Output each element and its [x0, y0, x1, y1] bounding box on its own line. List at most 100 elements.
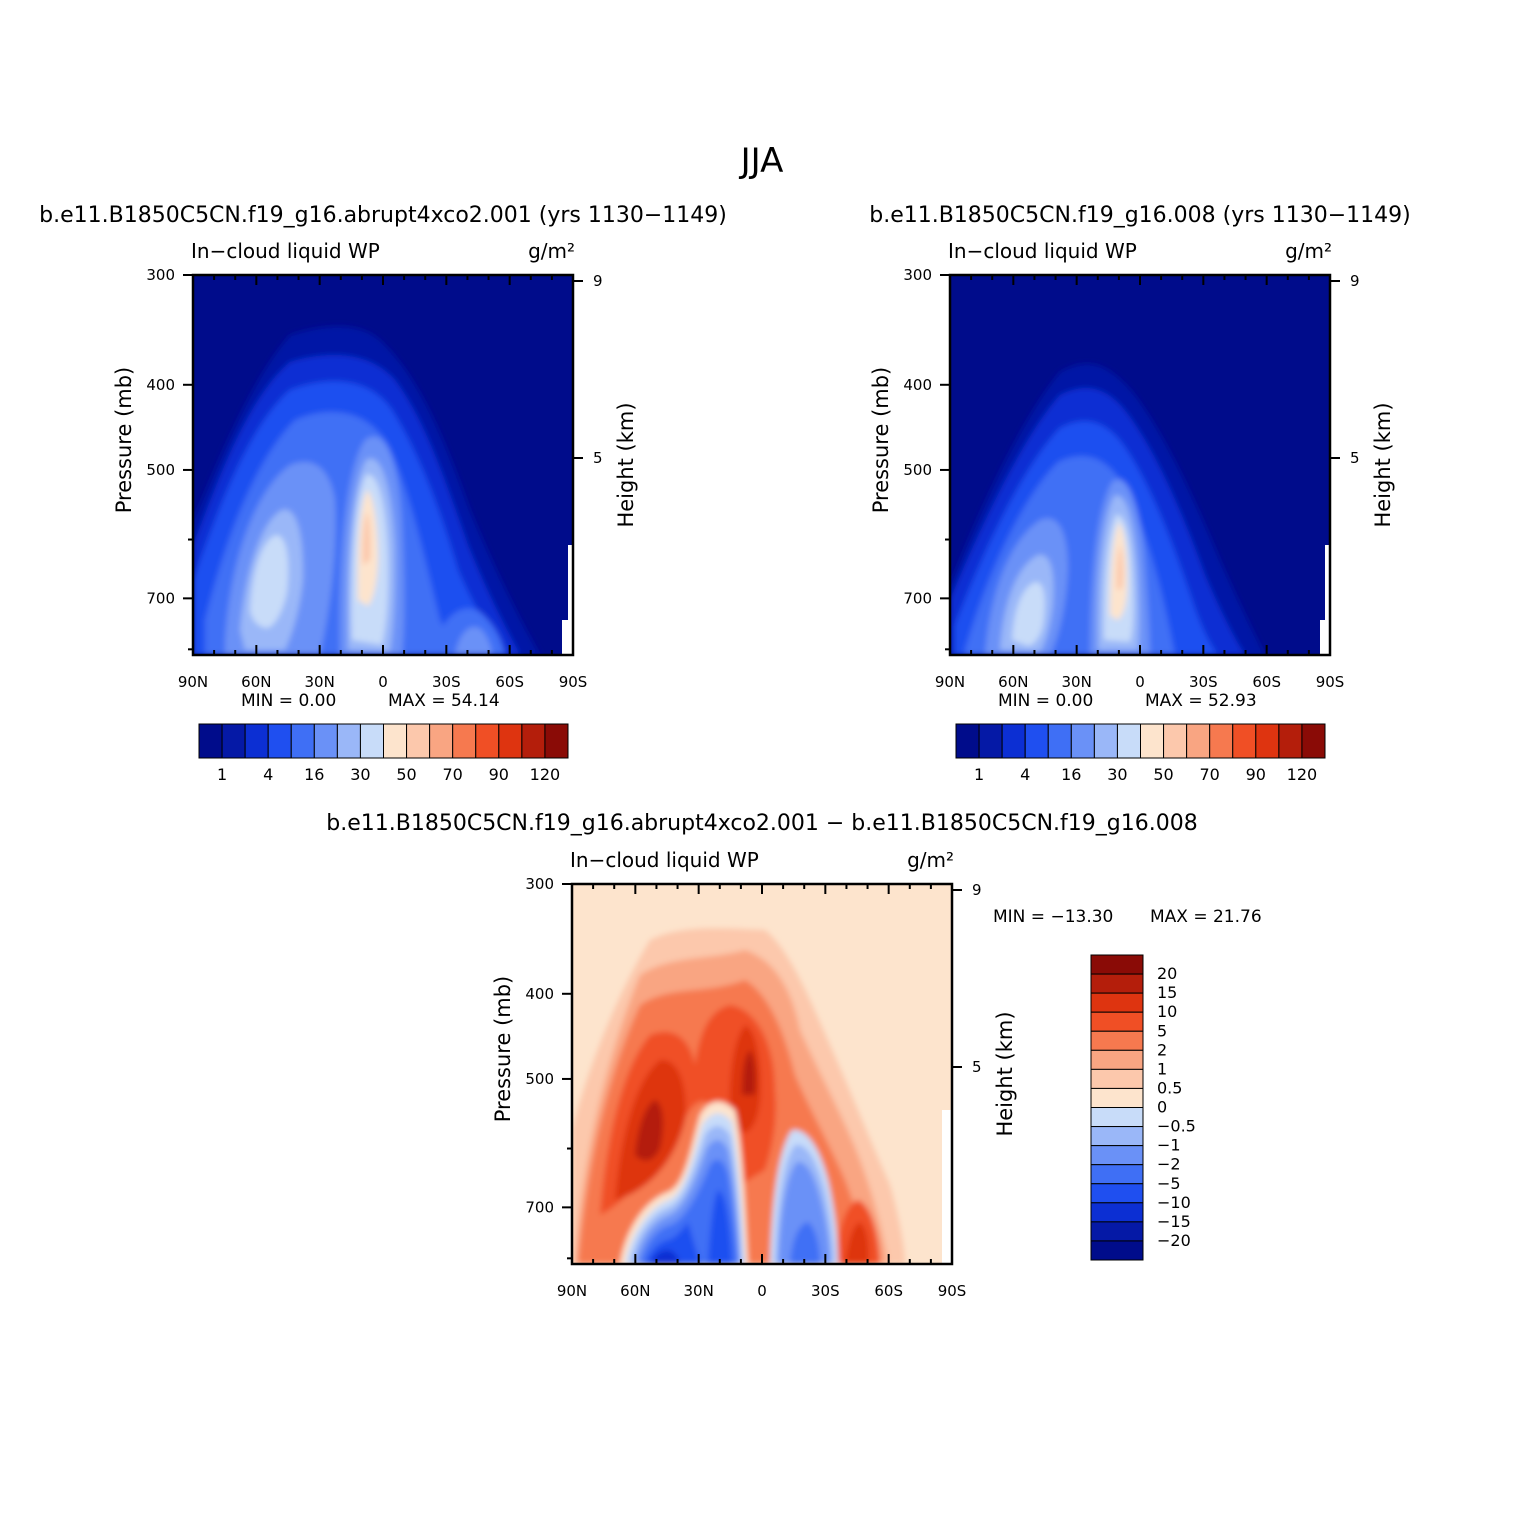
panel-b-variable-label: In−cloud liquid WP [948, 239, 1137, 263]
panel-diff-colorbar-label: 2 [1157, 1040, 1167, 1059]
panel-b-colorbar-label: 70 [1200, 765, 1220, 784]
panel-diff-x-tick-label: 90S [938, 1282, 967, 1300]
panel-a-x-tick-label: 90N [178, 673, 208, 691]
panel-a-colorbar-box [406, 723, 431, 759]
panel-a-colorbar-box [290, 723, 315, 759]
panel-b-x-tick-label: 90N [935, 673, 965, 691]
panel-b-x-tick-label: 30N [1062, 673, 1092, 691]
panel-b-colorbar-label: 1 [974, 765, 984, 784]
panel-b: b.e11.B1850C5CN.f19_g16.008 (yrs 1130−11… [869, 203, 1411, 784]
panel-a-y-tick-label: 500 [146, 461, 175, 479]
panel-a-colorbar-box [521, 723, 546, 759]
panel-a-colorbar-box [313, 723, 338, 759]
panel-b-colorbar-box [1301, 723, 1326, 759]
panel-a-x-tick-label: 60N [241, 673, 271, 691]
panel-a-colorbar-box [475, 723, 500, 759]
panel-a-y-tick-label: 300 [146, 266, 175, 284]
panel-diff-colorbar-box [1090, 973, 1144, 994]
panel-a-colorbar-label: 90 [489, 765, 509, 784]
panel-a-variable-label: In−cloud liquid WP [191, 239, 380, 263]
panel-b-y-tick-label: 300 [903, 266, 932, 284]
panel-a-x-tick-label: 30N [305, 673, 335, 691]
panel-b-colorbar-box [1070, 723, 1095, 759]
panel-diff-x-tick-label: 30S [811, 1282, 840, 1300]
panel-b-colorbar-label: 30 [1107, 765, 1127, 784]
panel-diff-units-label: g/m² [907, 848, 954, 872]
panel-a-colorbar-box [198, 723, 223, 759]
panel-diff-y-tick-label: 500 [525, 1070, 554, 1088]
panel-a-colorbar-box [336, 723, 361, 759]
panel-diff-colorbar-label: −5 [1157, 1174, 1181, 1193]
panel-diff-colorbar-label: −10 [1157, 1193, 1191, 1212]
panel-diff-colorbar-box [1090, 1087, 1144, 1108]
panel-diff-x-tick-label: 60S [874, 1282, 903, 1300]
panel-a-min: MIN = 0.00 [241, 691, 336, 711]
panel-diff-colorbar-box [1090, 1030, 1144, 1051]
panel-diff-y-axis-title: Pressure (mb) [491, 976, 515, 1123]
panel-diff: b.e11.B1850C5CN.f19_g16.abrupt4xco2.001 … [326, 811, 1261, 1300]
panel-diff-y-tick-label: 300 [525, 875, 554, 893]
panel-a-title: b.e11.B1850C5CN.f19_g16.abrupt4xco2.001 … [39, 203, 727, 228]
panel-a-colorbar-box [452, 723, 477, 759]
panel-diff-colorbar-box [1090, 1221, 1144, 1242]
panel-diff-colorbar-box [1090, 954, 1144, 975]
panel-a-colorbar-label: 50 [396, 765, 416, 784]
panel-a-colorbar-box [498, 723, 523, 759]
panel-diff-colorbar-box [1090, 1068, 1144, 1089]
panel-a-contour-field [193, 275, 573, 655]
panel-b-colorbar-box [1047, 723, 1072, 759]
panel-a-y2-tick-label: 5 [593, 449, 603, 467]
panel-b-x-tick-label: 90S [1316, 673, 1345, 691]
panel-b-colorbar-box [1001, 723, 1026, 759]
panel-diff-colorbar-label: −0.5 [1157, 1117, 1196, 1136]
panel-a-y2-tick-label: 9 [593, 272, 603, 290]
panel-a-colorbar-label: 1 [217, 765, 227, 784]
panel-b-y2-tick-label: 5 [1350, 449, 1360, 467]
panel-diff-colorbar-box [1090, 1202, 1144, 1223]
panel-a-y-axis-title: Pressure (mb) [112, 367, 136, 514]
panel-diff-colorbar-label: 1 [1157, 1059, 1167, 1078]
panel-a-colorbar-box [221, 723, 246, 759]
panel-b-colorbar-box [1232, 723, 1257, 759]
panel-b-colorbar-box [955, 723, 980, 759]
panel-diff-colorbar-box [1090, 1145, 1144, 1166]
panel-diff-min: MIN = −13.30 [993, 907, 1113, 927]
panel-diff-colorbar-label: −2 [1157, 1155, 1181, 1174]
panel-diff-x-tick-label: 90N [557, 1282, 587, 1300]
panel-b-x-tick-label: 60S [1252, 673, 1281, 691]
panel-b-y-tick-label: 400 [903, 376, 932, 394]
panel-diff-y2-tick-label: 5 [972, 1058, 982, 1076]
panel-a-colorbar: 1 4 16 30 50 70 90 120 [198, 723, 569, 784]
panel-a-x-tick-label: 30S [432, 673, 461, 691]
panel-diff-x-tick-label: 30N [684, 1282, 714, 1300]
panel-a-y-tick-label: 700 [146, 589, 175, 607]
panel-diff-x-tick-label: 0 [757, 1282, 767, 1300]
panel-b-colorbar-label: 4 [1020, 765, 1030, 784]
panel-b-y-tick-label: 700 [903, 589, 932, 607]
panel-b-colorbar-box [1163, 723, 1188, 759]
panel-a: b.e11.B1850C5CN.f19_g16.abrupt4xco2.001 … [39, 203, 727, 784]
panel-diff-colorbar-box [1090, 1049, 1144, 1070]
panel-diff-y2-tick-label: 9 [972, 881, 982, 899]
panel-diff-colorbar-label: 10 [1157, 1002, 1177, 1021]
panel-diff-max: MAX = 21.76 [1150, 907, 1262, 927]
panel-diff-colorbar-label: 15 [1157, 983, 1177, 1002]
panel-b-colorbar-box [1024, 723, 1049, 759]
panel-diff-colorbar-box [1090, 992, 1144, 1013]
figure-title: JJA [739, 141, 784, 181]
panel-diff-colorbar-box [1090, 1126, 1144, 1147]
panel-a-colorbar-box [544, 723, 569, 759]
panel-a-x-tick-label: 0 [378, 673, 388, 691]
panel-b-y-tick-label: 500 [903, 461, 932, 479]
panel-b-colorbar-box [978, 723, 1003, 759]
panel-a-colorbar-label: 4 [263, 765, 273, 784]
panel-b-colorbar-box [1093, 723, 1118, 759]
panel-diff-colorbar-label: −15 [1157, 1212, 1191, 1231]
panel-b-colorbar-box [1186, 723, 1211, 759]
panel-diff-colorbar-label: 20 [1157, 964, 1177, 983]
panel-diff-colorbar-label: −1 [1157, 1136, 1181, 1155]
panel-diff-y-tick-label: 400 [525, 985, 554, 1003]
panel-b-x-tick-label: 30S [1189, 673, 1218, 691]
panel-a-colorbar-box [383, 723, 408, 759]
